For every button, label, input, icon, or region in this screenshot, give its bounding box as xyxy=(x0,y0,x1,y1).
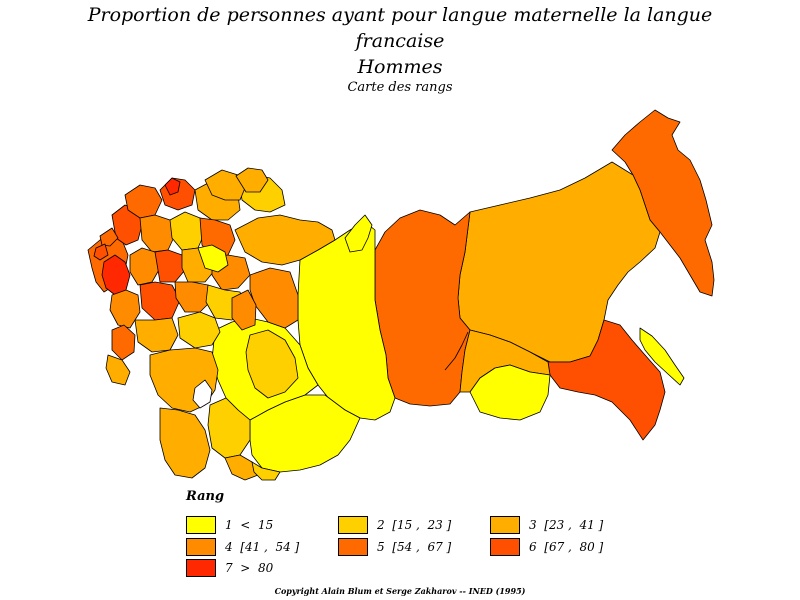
legend-item-1: 1 < 15 xyxy=(186,516,273,534)
legend-item-4: 4 [41 , 54 ] xyxy=(186,538,299,556)
map-subtitle: Carte des rangs xyxy=(347,80,453,95)
region-west-12 xyxy=(154,249,186,283)
region-urals-middle xyxy=(249,267,299,329)
legend-swatch-3 xyxy=(490,516,520,534)
region-west-11 xyxy=(129,247,161,286)
region-west-6 xyxy=(164,177,181,196)
region-baltic-1 xyxy=(99,227,119,247)
region-south-west-5 xyxy=(251,461,281,481)
legend-title: Rang xyxy=(186,489,225,504)
region-west-8 xyxy=(139,214,176,253)
region-west-23 xyxy=(177,311,221,349)
legend-item-2: 2 [15 , 23 ] xyxy=(338,516,451,534)
caspian-sea xyxy=(192,379,213,409)
legend-label-7: 7 > 80 xyxy=(225,561,274,575)
legend-label-2: 2 [15 , 23 ] xyxy=(377,518,452,532)
region-north-coast xyxy=(204,169,246,201)
region-central-north xyxy=(374,209,471,407)
legend-item-7: 7 > 80 xyxy=(186,559,273,577)
copyright-text: Copyright Alain Blum et Serge Zakharov -… xyxy=(274,586,526,596)
lake-baikal xyxy=(444,331,469,371)
map-title-line-3: Hommes xyxy=(357,56,443,78)
region-yamal xyxy=(344,214,373,253)
legend-label-3: 3 [23 , 41 ] xyxy=(529,518,604,532)
legend-swatch-2 xyxy=(338,516,368,534)
map-title-line-1: Proportion de personnes ayant pour langu… xyxy=(87,4,713,26)
region-island xyxy=(639,327,685,386)
legend-label-6: 6 [67 , 80 ] xyxy=(529,540,604,554)
region-volga-yellow xyxy=(197,244,229,273)
region-south-west-3 xyxy=(207,397,251,459)
legend-swatch-4 xyxy=(186,538,216,556)
legend-swatch-6 xyxy=(490,538,520,556)
legend-label-5: 5 [54 , 67 ] xyxy=(377,540,452,554)
region-novaya-zemlya xyxy=(235,167,269,193)
legend-item-3: 3 [23 , 41 ] xyxy=(490,516,603,534)
region-large-east xyxy=(457,161,661,363)
legend-swatch-5 xyxy=(338,538,368,556)
region-west-22 xyxy=(105,354,131,386)
region-west-4 xyxy=(124,184,163,219)
region-central-south-2 xyxy=(245,329,299,399)
region-south-west-2 xyxy=(159,407,211,479)
legend-item-5: 5 [54 , 67 ] xyxy=(338,538,451,556)
region-west-18 xyxy=(231,289,257,331)
legend-swatch-1 xyxy=(186,516,216,534)
region-urals-north xyxy=(234,214,336,266)
region-west-16 xyxy=(174,281,213,313)
map-title-line-2: francaise xyxy=(355,30,445,52)
region-far-east-south xyxy=(547,319,666,441)
legend-item-6: 6 [67 , 80 ] xyxy=(490,538,603,556)
legend-label-1: 1 < 15 xyxy=(225,518,274,532)
region-west-20 xyxy=(111,324,136,361)
region-west-15 xyxy=(139,281,181,321)
region-west-21 xyxy=(134,317,179,353)
region-south-east-2 xyxy=(469,364,551,421)
region-baltic-2 xyxy=(93,243,109,261)
legend-swatch-7 xyxy=(186,559,216,577)
legend-label-4: 4 [41 , 54 ] xyxy=(225,540,300,554)
